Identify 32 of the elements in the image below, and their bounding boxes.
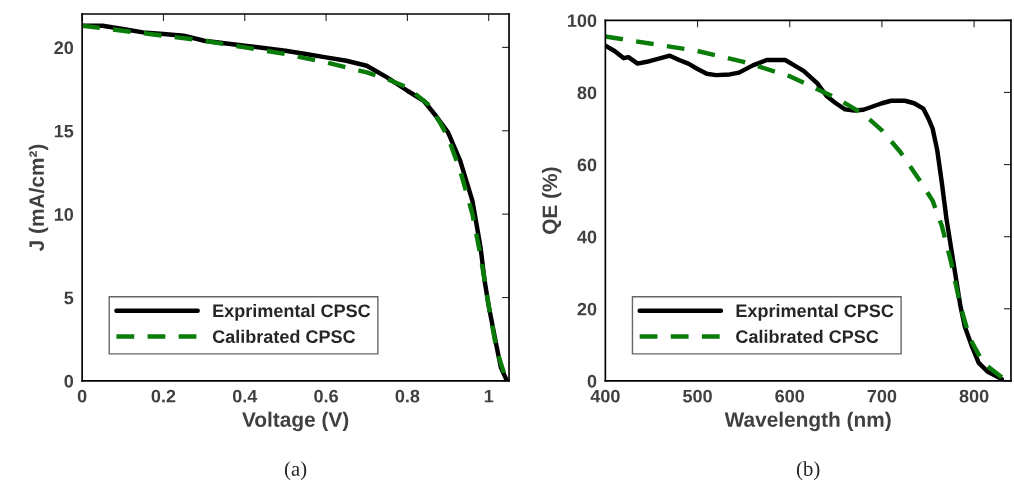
y-tick-label: 15 — [54, 124, 74, 138]
y-axis-title: QE (%) — [541, 167, 562, 234]
x-tick-label: 0.4 — [232, 389, 258, 403]
x-tick-label: 800 — [959, 389, 989, 403]
y-axis-title: J (mA/cm²) — [28, 144, 49, 251]
x-tick-label: 0 — [77, 389, 87, 403]
x-axis-title: Voltage (V) — [242, 411, 349, 432]
y-tick-label: 20 — [577, 302, 597, 316]
x-tick-label: 0.2 — [151, 389, 176, 403]
y-tick-label: 0 — [64, 374, 74, 388]
text: (b) — [796, 461, 820, 481]
legend-label: Exprimental CPSC — [736, 303, 894, 321]
y-tick-label: 10 — [54, 208, 74, 221]
x-axis-title: Wavelength (nm) — [724, 411, 891, 432]
y-tick-label: 60 — [577, 158, 597, 172]
x-tick-label: 500 — [683, 389, 712, 403]
x-tick-label: 400 — [590, 389, 620, 403]
x-tick-label: 600 — [775, 389, 805, 403]
x-tick-label: 1 — [484, 389, 494, 403]
y-tick-label: 20 — [54, 41, 74, 55]
text: (a) — [284, 461, 307, 481]
x-tick-label: 700 — [867, 389, 897, 403]
y-tick-label: 80 — [577, 86, 597, 100]
y-tick-label: 40 — [577, 230, 597, 244]
x-tick-label: 0.8 — [395, 389, 420, 403]
y-tick-label: 100 — [568, 14, 597, 28]
y-tick-label: 5 — [64, 291, 74, 305]
legend-label: Exprimental CPSC — [213, 303, 371, 321]
legend-label: Calibrated CPSC — [212, 329, 356, 344]
legend-label: Calibrated CPSC — [736, 329, 879, 344]
x-tick-label: 0.6 — [314, 389, 338, 403]
y-tick-label: 0 — [587, 374, 597, 388]
